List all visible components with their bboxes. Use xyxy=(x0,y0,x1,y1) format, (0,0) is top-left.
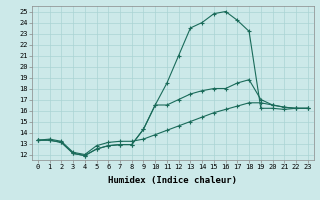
X-axis label: Humidex (Indice chaleur): Humidex (Indice chaleur) xyxy=(108,176,237,185)
